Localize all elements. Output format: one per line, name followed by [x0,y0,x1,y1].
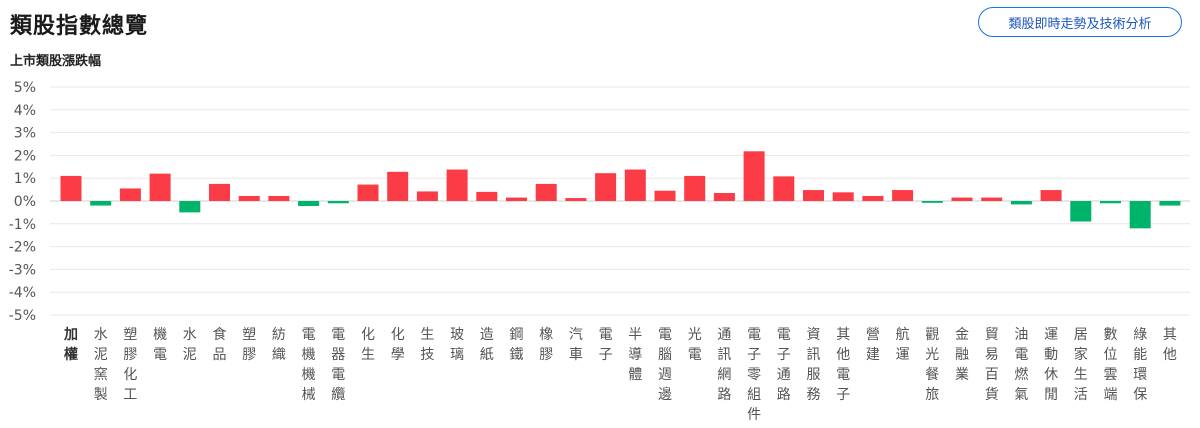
x-tick-label: 化生 [361,327,375,363]
y-tick-label: -3% [9,262,36,278]
bar[interactable] [1100,201,1121,204]
bar[interactable] [981,197,1003,201]
x-tick-label: 電腦週邊 [658,327,672,403]
y-tick-label: 2% [14,148,36,164]
bar[interactable] [624,169,646,201]
x-tick-label: 貿易百貨 [985,327,999,403]
x-tick-label: 鋼鐵 [510,327,524,363]
x-tick-label: 橡膠 [539,327,553,363]
y-axis: 5% 4% 3% 2% 1% 0% -1% -2% -3% -4% -5% [9,80,36,324]
x-tick-label: 紡織 [272,327,286,363]
bar[interactable] [268,195,290,201]
x-tick-label: 生技 [420,327,434,363]
bar[interactable] [298,201,320,207]
bar[interactable] [476,191,498,201]
x-tick-label: 資訊服務 [807,327,821,403]
bar[interactable] [209,183,230,201]
x-tick-label: 汽車 [569,327,583,363]
bar[interactable] [238,195,260,201]
bar[interactable] [90,201,112,206]
x-tick-label: 食品 [213,326,227,363]
x-tick-label: 機電 [153,327,167,363]
x-tick-label: 化學 [391,327,405,363]
x-tick-label: 金融業 [955,327,969,383]
x-tick-label: 電子零組件 [747,327,761,423]
bar[interactable] [446,169,468,201]
x-tick-label: 造紙 [480,327,494,363]
x-tick-label: 綠能環保 [1133,327,1147,403]
x-tick-label: 半導體 [628,327,642,383]
x-tick-label: 航運 [896,327,910,363]
x-tick-label: 其他電子 [836,327,850,403]
bar[interactable] [951,197,973,201]
bar[interactable] [1159,201,1181,206]
x-tick-label: 電子 [599,327,613,363]
bar[interactable] [535,183,557,201]
bar[interactable] [1040,190,1062,201]
x-tick-label: 油電燃氣 [1014,327,1028,403]
x-tick-label: 玻璃 [450,327,464,363]
bar[interactable] [832,192,854,201]
x-tick-label: 運動休閒 [1044,327,1058,403]
bar[interactable] [595,173,617,201]
x-tick-label: 居家生活 [1074,327,1088,403]
bar[interactable] [506,197,527,201]
bar[interactable] [743,151,765,201]
x-tick-label: 加權 [63,327,78,363]
y-tick-label: 3% [14,126,36,142]
bar[interactable] [416,191,438,201]
x-tick-label: 水泥 [183,327,197,363]
bar[interactable] [1010,201,1032,205]
y-tick-label: -2% [9,240,36,256]
bar[interactable] [327,201,349,204]
bar[interactable] [713,193,735,201]
x-tick-label: 電機機械 [302,327,316,403]
bar[interactable] [921,201,943,203]
y-tick-label: 0% [14,194,36,210]
bar[interactable] [803,190,824,201]
bar[interactable] [60,175,82,201]
x-tick-label: 塑膠 [242,327,256,363]
sector-analysis-button[interactable]: 類股即時走勢及技術分析 [978,7,1182,37]
bar[interactable] [684,175,706,201]
bar[interactable] [119,188,141,201]
x-tick-label: 通訊網路 [717,327,731,403]
bar[interactable] [1070,201,1092,222]
bar[interactable] [179,201,201,213]
x-tick-label: 塑膠化工 [123,327,137,403]
bar[interactable] [1129,201,1151,229]
bar[interactable] [773,176,795,201]
x-tick-label: 光電 [688,327,702,363]
x-tick-label: 電器電纜 [331,327,345,403]
y-tick-label: -1% [9,217,36,233]
bars [60,151,1181,229]
x-tick-label: 電子通路 [777,327,791,403]
bar[interactable] [862,195,884,201]
x-tick-label: 營建 [866,327,880,363]
x-tick-label: 數位雲端 [1104,327,1118,403]
chart-title: 上市類股漲跌幅 [10,54,102,69]
y-tick-label: -4% [9,285,36,301]
bar[interactable] [565,198,587,201]
bar[interactable] [149,173,171,201]
bar[interactable] [387,171,409,201]
y-tick-label: 1% [14,171,36,187]
y-tick-label: 4% [14,103,36,119]
bar[interactable] [892,190,914,201]
page-title: 類股指數總覽 [10,14,149,39]
bar[interactable] [357,184,379,201]
y-tick-label: -5% [9,308,36,324]
x-tick-label: 水泥窯製 [94,327,108,403]
x-tick-label: 其他 [1163,327,1177,363]
bar[interactable] [654,190,676,201]
y-tick-label: 5% [14,80,36,96]
x-tick-label: 觀光餐旅 [925,327,939,403]
